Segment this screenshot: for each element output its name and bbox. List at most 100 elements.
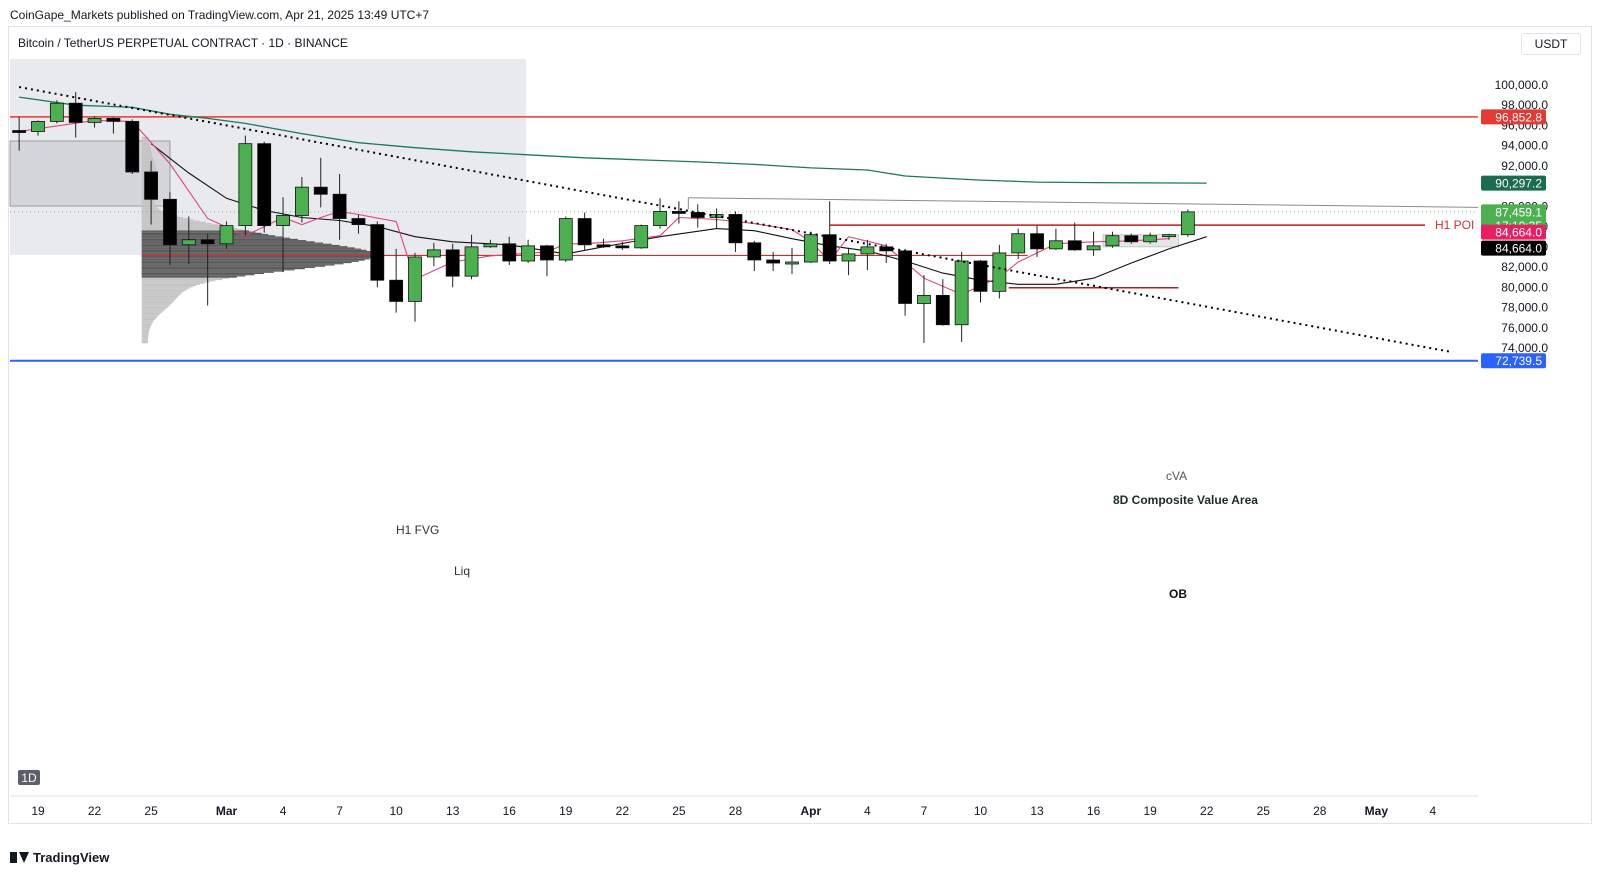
candle bbox=[426, 242, 441, 267]
candle bbox=[125, 119, 140, 175]
candle bbox=[1143, 232, 1158, 244]
volume-profile-bar bbox=[141, 269, 295, 271]
volume-profile-bar bbox=[141, 231, 256, 233]
volume-profile-bar bbox=[141, 294, 180, 296]
candle bbox=[1180, 209, 1195, 237]
y-tick-label: 100,000.0 bbox=[1495, 78, 1549, 92]
volume-profile-bar bbox=[141, 152, 152, 154]
candle bbox=[445, 243, 460, 288]
volume-profile-bar bbox=[141, 318, 155, 321]
x-tick-label: Mar bbox=[216, 804, 238, 818]
volume-profile-bar bbox=[141, 161, 155, 163]
volume-profile-bar bbox=[141, 317, 156, 319]
candle-body bbox=[898, 250, 912, 304]
x-tick-label: 25 bbox=[144, 804, 158, 818]
volume-profile-bar bbox=[141, 282, 205, 284]
candle bbox=[49, 100, 64, 124]
last-price-tag-label: 87,459.1 bbox=[1495, 205, 1542, 219]
volume-profile-bar bbox=[141, 202, 155, 204]
candle bbox=[294, 177, 309, 223]
ema-long-line bbox=[19, 96, 1207, 184]
volume-profile-bar bbox=[141, 248, 362, 250]
composite-value-area-label: 8D Composite Value Area bbox=[1113, 493, 1258, 507]
volume-profile-bar bbox=[141, 337, 149, 339]
candle-body bbox=[653, 211, 667, 226]
volume-profile-bar bbox=[141, 301, 173, 304]
candle bbox=[577, 212, 592, 251]
candle bbox=[502, 236, 517, 266]
x-tick-label: 28 bbox=[1313, 804, 1327, 818]
volume-profile-bar bbox=[141, 332, 149, 334]
h1-fvg-label: H1 FVG bbox=[396, 523, 439, 537]
volume-profile-bar bbox=[141, 215, 179, 217]
volume-profile-bar bbox=[141, 316, 157, 318]
volume-profile-bar bbox=[141, 255, 376, 258]
candle-body bbox=[1124, 235, 1139, 243]
x-tick-label: 22 bbox=[616, 804, 630, 818]
candle-body bbox=[426, 249, 441, 258]
candle-body bbox=[445, 249, 460, 277]
volume-profile-bar bbox=[141, 260, 359, 262]
volume-profile-bar bbox=[141, 149, 151, 151]
volume-profile-bar bbox=[141, 266, 316, 268]
candle bbox=[31, 120, 45, 136]
x-tick-label: 7 bbox=[921, 804, 928, 818]
volume-profile-bar bbox=[141, 225, 225, 227]
candle-body bbox=[1180, 211, 1195, 236]
symbol-title[interactable]: Bitcoin / TetherUS PERPETUAL CONTRACT · … bbox=[18, 36, 348, 50]
candle-body bbox=[389, 279, 404, 302]
liquidity-label: Liq bbox=[454, 564, 470, 578]
candle-body bbox=[408, 256, 422, 302]
volume-profile-bar bbox=[141, 310, 164, 312]
candle bbox=[219, 221, 234, 249]
volume-profile-bar bbox=[141, 342, 148, 344]
candle bbox=[1067, 222, 1082, 251]
candle bbox=[68, 92, 83, 138]
x-tick-label: 19 bbox=[559, 804, 573, 818]
volume-profile-bar bbox=[141, 334, 149, 336]
volume-profile-bar bbox=[141, 278, 222, 281]
volume-profile-bar bbox=[141, 253, 376, 255]
value-price-tag-label: 84,664.0 bbox=[1495, 242, 1542, 256]
candle bbox=[389, 248, 404, 313]
volume-profile-bar bbox=[141, 326, 151, 328]
candle-body bbox=[276, 215, 290, 226]
currency-button[interactable]: USDT bbox=[1521, 33, 1581, 55]
volume-profile-bar bbox=[141, 261, 352, 264]
volume-profile-bar bbox=[141, 162, 155, 164]
candle-body bbox=[502, 243, 517, 262]
resistance-price-tag bbox=[1481, 109, 1546, 125]
candle-body bbox=[992, 252, 1007, 292]
tradingview-logo[interactable]: TradingView bbox=[10, 850, 109, 865]
candle-body bbox=[672, 211, 686, 214]
volume-profile-bar bbox=[141, 224, 219, 226]
candle-body bbox=[615, 245, 630, 249]
candle bbox=[709, 208, 724, 229]
volume-profile-bar bbox=[141, 206, 157, 208]
tradingview-brand: TradingView bbox=[33, 850, 110, 865]
volume-profile-bar bbox=[141, 140, 150, 142]
volume-profile-bar bbox=[141, 286, 193, 288]
volume-profile-bar bbox=[141, 237, 291, 239]
candle bbox=[558, 216, 573, 263]
volume-profile-bar bbox=[141, 250, 371, 253]
candle bbox=[860, 239, 875, 271]
volume-profile-bar bbox=[141, 246, 348, 248]
x-tick-label: 16 bbox=[503, 804, 517, 818]
volume-profile-bar bbox=[141, 243, 332, 245]
volume-profile-bar bbox=[141, 155, 153, 157]
candle bbox=[935, 279, 950, 326]
volume-profile-bar bbox=[141, 295, 179, 298]
volume-profile-bar bbox=[141, 333, 149, 335]
candle-body bbox=[634, 225, 649, 249]
x-tick-label: 4 bbox=[864, 804, 871, 818]
interval-badge bbox=[18, 770, 40, 785]
candle bbox=[803, 231, 818, 264]
candle bbox=[917, 275, 931, 343]
value-price-tag bbox=[1481, 240, 1546, 256]
volume-profile-bar bbox=[141, 270, 285, 272]
volume-profile-bar bbox=[141, 200, 155, 202]
y-tick-label: 80,000.0 bbox=[1501, 280, 1548, 294]
volume-profile-bar bbox=[141, 169, 157, 171]
